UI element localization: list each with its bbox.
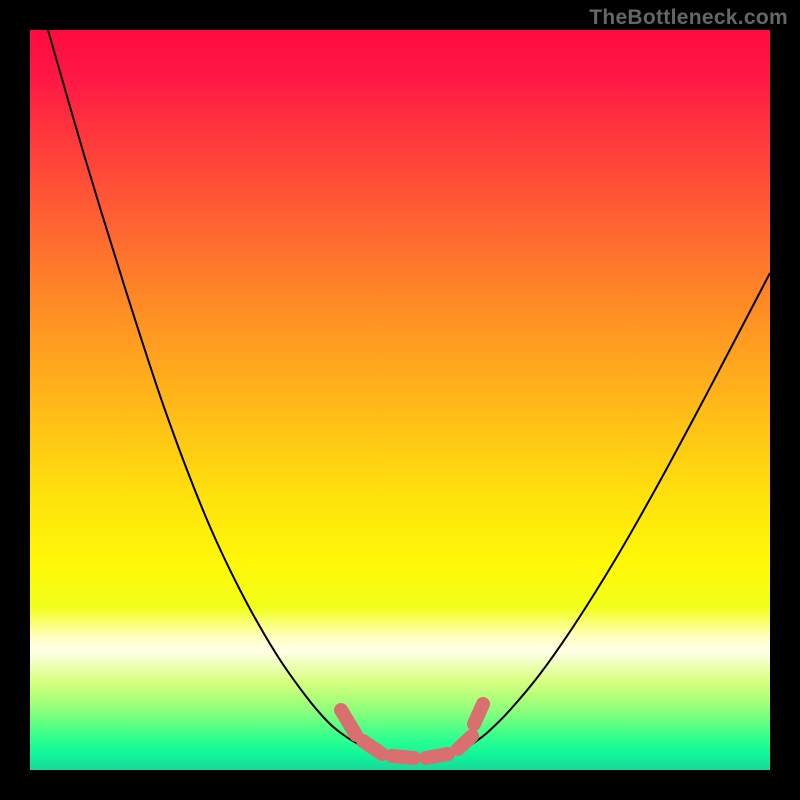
- curve-layer: [30, 30, 770, 770]
- optimal-zone-dashes: [341, 704, 483, 758]
- plot-area: [30, 30, 770, 770]
- watermark-text: TheBottleneck.com: [589, 6, 788, 30]
- chart-container: TheBottleneck.com: [0, 0, 800, 800]
- bottleneck-curve: [48, 30, 770, 758]
